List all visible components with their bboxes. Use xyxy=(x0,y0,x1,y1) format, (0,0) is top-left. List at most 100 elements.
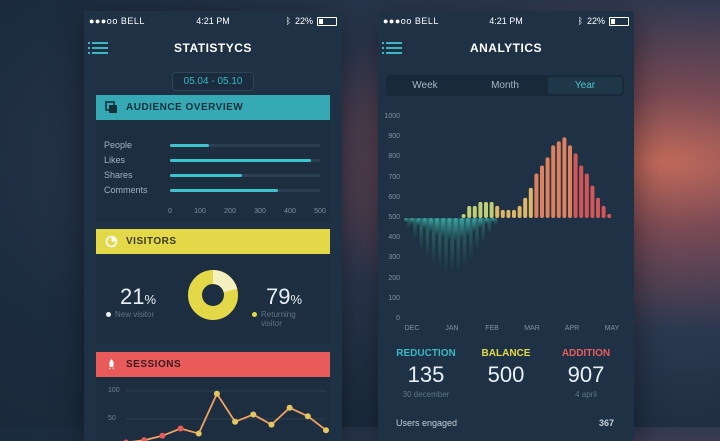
bar-warm xyxy=(562,137,567,218)
audience-overview-header[interactable]: AUDIENCE OVERVIEW xyxy=(96,95,330,120)
tab-year[interactable]: Year xyxy=(548,77,622,94)
visitors-donut-chart xyxy=(188,270,238,320)
bluetooth-icon: ᛒ xyxy=(577,16,583,26)
rocket-icon xyxy=(108,359,115,370)
audience-tick-label: 500 xyxy=(314,208,326,215)
audience-tick-label: 400 xyxy=(284,208,296,215)
sessions-point xyxy=(141,437,148,441)
audience-tick-label: 0 xyxy=(168,208,172,215)
battery-icon xyxy=(317,16,337,26)
audience-overview-panel: People Likes Shares Comments 0 100 200 300 400 5… xyxy=(96,120,330,222)
sessions-point xyxy=(177,425,184,432)
sessions-point xyxy=(268,421,275,428)
sessions-tick-50: 50 xyxy=(108,415,116,422)
bar-dark xyxy=(419,218,423,251)
bar-teal xyxy=(416,218,421,227)
bar-warm xyxy=(506,209,511,218)
y-tick-label: 500 xyxy=(388,214,400,221)
bar-warm xyxy=(568,145,572,218)
audience-bar xyxy=(170,159,311,162)
stat-value-balance: 500 xyxy=(487,362,525,387)
bar-warm xyxy=(534,173,539,218)
bar-warm xyxy=(579,165,584,218)
menu-icon[interactable] xyxy=(382,42,402,54)
y-tick-label: 200 xyxy=(388,274,400,282)
stat-sub-reduction: 30 december xyxy=(402,390,450,399)
audience-tick-label: 100 xyxy=(194,208,206,215)
bar-dark xyxy=(413,218,417,239)
audience-row-likes: Likes xyxy=(104,155,324,167)
x-tick-label: FEB xyxy=(485,325,499,332)
returning-visitor-legend: Returning visitor xyxy=(252,310,312,328)
copy-icon xyxy=(105,101,117,113)
tab-month[interactable]: Month xyxy=(491,80,519,91)
y-tick-label: 1000 xyxy=(384,113,400,120)
x-tick-label: MAR xyxy=(524,325,540,332)
y-tick-label: 300 xyxy=(388,254,400,262)
bar-teal xyxy=(435,218,439,237)
menu-icon[interactable] xyxy=(88,42,108,54)
bar-teal xyxy=(441,218,446,239)
bar-warm xyxy=(540,165,544,218)
bar-warm xyxy=(484,201,488,218)
visitors-header[interactable]: VISITORS xyxy=(96,229,330,254)
sessions-point xyxy=(195,430,202,437)
bar-warm xyxy=(607,213,612,218)
y-tick-label: 900 xyxy=(388,133,400,141)
audience-overview-title: AUDIENCE OVERVIEW xyxy=(126,102,244,113)
bar-teal xyxy=(484,218,489,225)
sessions-point xyxy=(286,404,293,411)
clock-icon xyxy=(105,235,118,248)
audience-row-label: Comments xyxy=(104,185,148,195)
battery-status: ᛒ 22% xyxy=(578,16,629,26)
donut-new-segment xyxy=(213,270,238,293)
tab-week[interactable]: Week xyxy=(412,80,438,91)
audience-tick-label: 300 xyxy=(254,208,266,215)
stat-value-addition: 907 xyxy=(567,362,605,387)
bar-teal xyxy=(404,218,408,223)
status-bar: ●●●oo BELL 4:21 PM ᛒ 22% xyxy=(378,11,634,31)
sessions-panel: 100 50 xyxy=(96,377,330,441)
sessions-line-chart xyxy=(123,390,329,441)
analytics-bar-chart xyxy=(404,137,612,273)
audience-bar xyxy=(170,174,242,177)
sessions-point xyxy=(250,411,257,418)
carrier-label: ●●●oo BELL xyxy=(89,16,145,26)
audience-bar-track xyxy=(170,144,320,147)
bar-warm xyxy=(495,205,500,218)
audience-bar-track xyxy=(170,189,320,192)
sessions-tick-100: 100 xyxy=(108,387,120,394)
bar-teal xyxy=(490,218,495,223)
users-engaged-label: Users engaged xyxy=(396,418,458,428)
title-bar: STATISTYCS xyxy=(84,38,342,60)
bluetooth-icon: ᛒ xyxy=(285,16,291,26)
audience-row-shares: Shares xyxy=(104,170,324,182)
sessions-point xyxy=(213,390,220,397)
stat-value-reduction: 135 xyxy=(407,362,445,387)
y-tick-label: 800 xyxy=(388,153,400,161)
stat-label-balance: BALANCE xyxy=(481,348,531,359)
y-tick-label: 100 xyxy=(388,294,400,302)
sessions-point xyxy=(159,432,166,439)
x-tick-label: DEC xyxy=(404,325,420,332)
users-engaged-value: 367 xyxy=(598,418,614,428)
audience-tick-label: 200 xyxy=(224,208,236,215)
y-tick-label: 400 xyxy=(388,234,400,242)
sessions-header[interactable]: SESSIONS xyxy=(96,352,330,377)
date-range-selector[interactable]: 05.04 - 05.10 xyxy=(172,72,254,91)
audience-row-label: People xyxy=(104,140,133,150)
bar-warm xyxy=(596,197,600,218)
audience-row-people: People xyxy=(104,140,324,152)
bar-warm xyxy=(573,153,578,218)
title-bar: ANALYTICS xyxy=(378,38,634,60)
new-visitor-stat: 21% xyxy=(120,284,157,309)
sessions-point xyxy=(232,418,239,425)
bar-warm xyxy=(545,157,550,218)
statistics-screen: ●●●oo BELL 4:21 PM ᛒ 22% STATISTYCS 05.0… xyxy=(84,11,342,441)
stat-label-reduction: REDUCTION xyxy=(396,348,456,359)
bar-warm xyxy=(584,173,589,218)
bar-warm xyxy=(601,205,606,218)
visitors-title: VISITORS xyxy=(126,236,177,247)
page-title: STATISTYCS xyxy=(174,41,252,55)
audience-row-label: Shares xyxy=(104,170,133,180)
